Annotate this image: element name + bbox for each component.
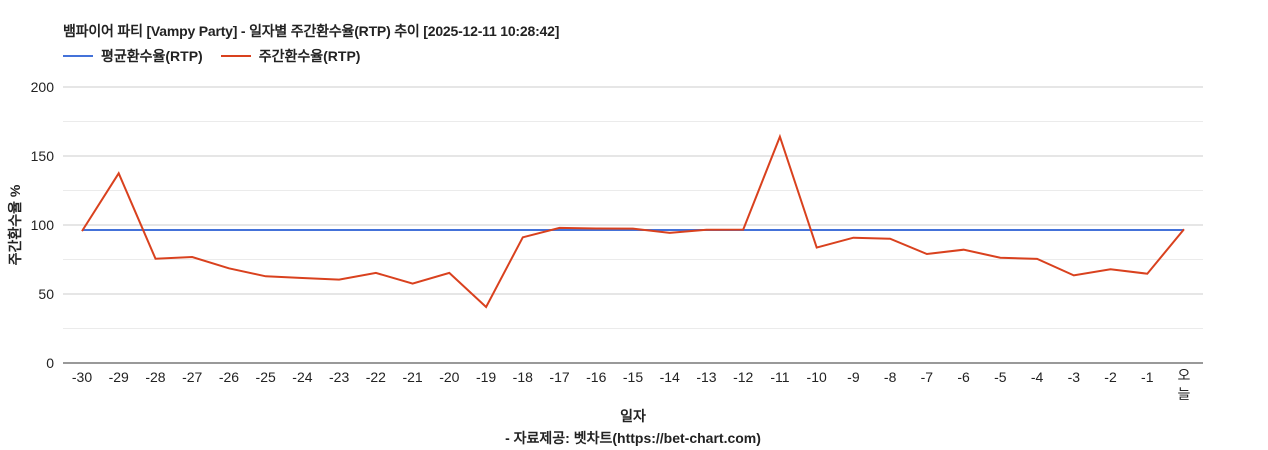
- legend-label: 주간환수율(RTP): [258, 48, 361, 64]
- chart-legend: 평균환수율(RTP) 주간환수율(RTP): [63, 46, 378, 66]
- x-tick-label: -11: [770, 369, 789, 385]
- x-tick-label: 오: [1178, 368, 1191, 384]
- x-tick-label: -1: [1141, 369, 1154, 385]
- x-tick-label: -8: [884, 369, 897, 385]
- chart-title: 뱀파이어 파티 [Vampy Party] - 일자별 주간환수율(RTP) 추…: [63, 23, 560, 39]
- x-tick-label: -9: [847, 369, 860, 385]
- x-tick-label: -2: [1104, 369, 1117, 385]
- x-tick-label: -16: [586, 369, 606, 385]
- y-tick-label: 200: [31, 79, 55, 95]
- series-lines: [81, 133, 1185, 309]
- x-tick-label: -6: [957, 369, 970, 385]
- x-tick-label: -13: [696, 369, 716, 385]
- x-tick-label: -19: [476, 369, 496, 385]
- legend-label: 평균환수율(RTP): [101, 48, 203, 64]
- x-axis-title: 일자: [620, 408, 646, 424]
- y-tick-label: 50: [38, 286, 54, 302]
- x-tick-label: -26: [219, 369, 239, 385]
- x-tick-label: -3: [1068, 369, 1081, 385]
- x-tick-label: -28: [145, 369, 165, 385]
- x-tick-label: -18: [513, 369, 533, 385]
- line-swatch-icon: [220, 55, 251, 57]
- x-tick-label: 늘: [1178, 387, 1191, 403]
- x-tick-label: -15: [623, 369, 643, 385]
- x-tick-label: -12: [733, 369, 753, 385]
- x-tick-label: -22: [366, 369, 386, 385]
- x-tick-label: -27: [182, 369, 202, 385]
- y-tick-label: 150: [31, 148, 55, 164]
- y-axis-title: 주간환수율 %: [7, 184, 23, 266]
- x-tick-label: -14: [660, 369, 680, 385]
- y-axis-ticks: 0 50 100 150 200: [31, 79, 55, 371]
- x-tick-label: -4: [1031, 369, 1044, 385]
- x-tick-label: -10: [807, 369, 827, 385]
- x-tick-label: -20: [439, 369, 459, 385]
- x-tick-label: -5: [994, 369, 1007, 385]
- y-tick-label: 100: [31, 217, 55, 233]
- weekly-rtp-line[interactable]: [81, 133, 1185, 309]
- x-tick-label: -24: [292, 369, 312, 385]
- line-swatch-icon: [63, 55, 93, 57]
- x-tick-label: -17: [549, 369, 569, 385]
- x-tick-label: -7: [921, 369, 934, 385]
- x-tick-label: -25: [256, 369, 276, 385]
- data-source-credit: - 자료제공: 벳차트(https://bet-chart.com): [505, 430, 761, 446]
- legend-item-weekly-rtp[interactable]: 주간환수율(RTP): [220, 46, 361, 66]
- x-tick-label: -29: [109, 369, 129, 385]
- legend-item-average-rtp[interactable]: 평균환수율(RTP): [63, 46, 203, 66]
- x-axis-ticks: -30 -29 -28 -27 -26 -25 -24 -23 -22 -21 -20 -19 -18-…: [72, 368, 1191, 403]
- x-tick-label: -23: [329, 369, 349, 385]
- x-tick-label: -21: [402, 369, 422, 385]
- x-tick-label: -30: [72, 369, 92, 385]
- y-tick-label: 0: [46, 355, 54, 371]
- gridlines: [63, 86, 1203, 364]
